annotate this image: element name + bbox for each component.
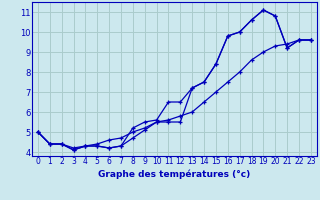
X-axis label: Graphe des températures (°c): Graphe des températures (°c) <box>98 169 251 179</box>
